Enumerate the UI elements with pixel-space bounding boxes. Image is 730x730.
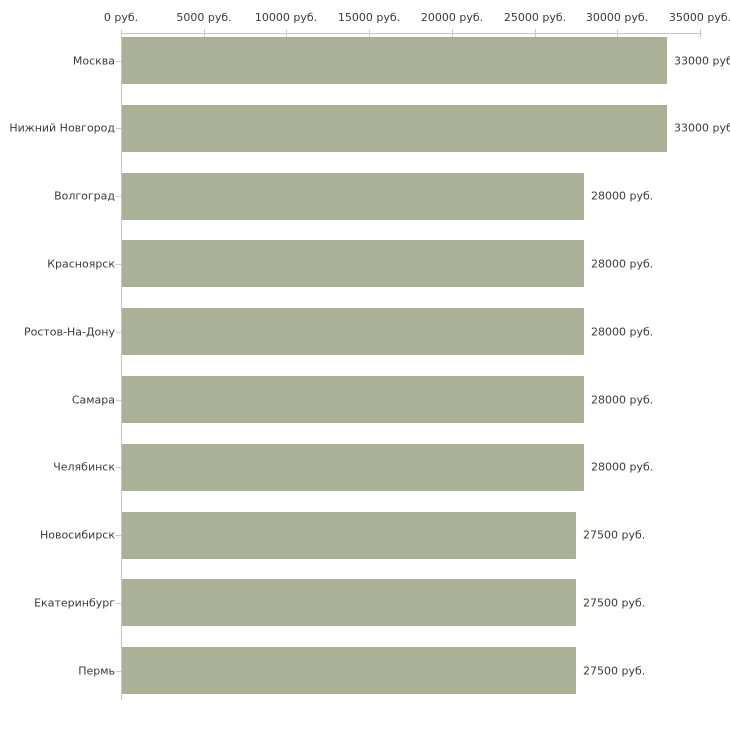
category-label: Пермь: [78, 664, 115, 678]
x-axis-tick-label: 10000 руб.: [254, 11, 318, 24]
x-axis-tick-label: 25000 руб.: [503, 11, 567, 24]
value-label: 28000 руб.: [591, 460, 654, 474]
category-label: Нижний Новгород: [9, 121, 115, 135]
value-label: 28000 руб.: [591, 325, 654, 339]
category-tick: [116, 603, 121, 604]
value-label: 33000 руб.: [674, 54, 730, 68]
category-label: Челябинск: [53, 460, 115, 474]
x-axis-tick: [700, 29, 701, 38]
category-label: Екатеринбург: [34, 596, 115, 610]
category-tick: [116, 61, 121, 62]
x-axis-tick-label: 0 руб.: [103, 11, 139, 24]
x-axis-tick-label: 35000 руб.: [668, 11, 730, 24]
category-label: Новосибирск: [39, 528, 115, 542]
bar: [122, 444, 584, 491]
category-tick: [116, 196, 121, 197]
value-label: 27500 руб.: [583, 664, 646, 678]
bar: [122, 173, 584, 220]
x-axis-tick: [369, 29, 370, 38]
category-label: Самара: [71, 393, 115, 407]
category-tick: [116, 467, 121, 468]
category-tick: [116, 400, 121, 401]
value-label: 27500 руб.: [583, 528, 646, 542]
category-label: Москва: [72, 54, 115, 68]
x-axis-tick-label: 5000 руб.: [176, 11, 232, 24]
value-label: 28000 руб.: [591, 189, 654, 203]
value-label: 27500 руб.: [583, 596, 646, 610]
x-axis-tick: [535, 29, 536, 38]
category-tick: [116, 671, 121, 672]
x-axis-tick-label: 15000 руб.: [337, 11, 401, 24]
bar: [122, 37, 667, 84]
x-axis-line: [121, 33, 702, 34]
bar: [122, 376, 584, 423]
bar: [122, 240, 584, 287]
category-label: Волгоград: [54, 189, 115, 203]
bar: [122, 579, 576, 626]
category-tick: [116, 128, 121, 129]
bar: [122, 308, 584, 355]
x-axis-tick: [452, 29, 453, 38]
value-label: 33000 руб.: [674, 121, 730, 135]
bar: [122, 105, 667, 152]
x-axis-tick: [617, 29, 618, 38]
y-axis-line: [121, 33, 122, 700]
value-label: 28000 руб.: [591, 257, 654, 271]
x-axis-tick: [121, 29, 122, 38]
x-axis-tick: [204, 29, 205, 38]
x-axis-tick-label: 30000 руб.: [585, 11, 649, 24]
x-axis-tick: [286, 29, 287, 38]
category-tick: [116, 264, 121, 265]
category-tick: [116, 332, 121, 333]
bar: [122, 512, 576, 559]
value-label: 28000 руб.: [591, 393, 654, 407]
bar: [122, 647, 576, 694]
x-axis-tick-label: 20000 руб.: [420, 11, 484, 24]
category-label: Ростов-На-Дону: [23, 325, 115, 339]
category-label: Красноярск: [47, 257, 115, 271]
category-tick: [116, 535, 121, 536]
